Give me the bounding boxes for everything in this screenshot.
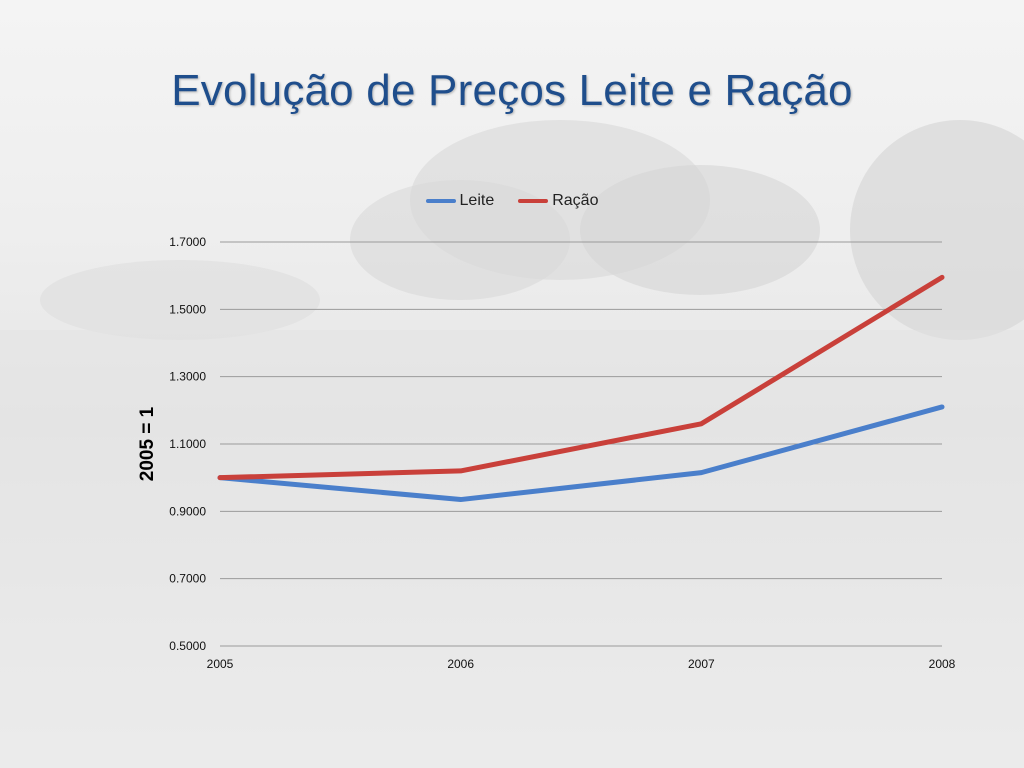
series-line-ração xyxy=(217,274,945,481)
legend-swatch-leite xyxy=(425,199,456,203)
y-tick-labels: 0.5000 0.7000 0.9000 1.1000 1.3000 1.5000 1.70… xyxy=(169,235,206,653)
y-tick-label: 0.7000 xyxy=(169,572,206,586)
x-tick-label: 2008 xyxy=(929,657,956,671)
legend-label-leite: Leite xyxy=(459,192,495,209)
y-tick-label: 0.9000 xyxy=(169,504,206,518)
x-tick-label: 2005 xyxy=(207,657,234,671)
y-tick-label: 1.7000 xyxy=(169,235,206,249)
x-tick-labels: 2005 2006 2007 2008 xyxy=(207,657,956,671)
slide-title: Evolução de Preços Leite e Ração xyxy=(171,66,853,115)
legend-item-leite: Leite xyxy=(425,192,495,210)
gridlines xyxy=(220,241,942,647)
y-tick-label: 1.1000 xyxy=(169,437,206,451)
legend-swatch-racao xyxy=(518,199,549,203)
series-line-leite xyxy=(217,404,945,503)
legend-item-racao: Ração xyxy=(518,192,598,210)
y-tick-label: 1.5000 xyxy=(169,302,206,316)
x-tick-label: 2007 xyxy=(688,657,715,671)
y-tick-label: 0.5000 xyxy=(169,639,206,653)
y-tick-label: 1.3000 xyxy=(169,370,206,384)
legend-label-racao: Ração xyxy=(552,192,599,209)
chart-legend: Leite Ração xyxy=(0,192,1024,210)
x-tick-label: 2006 xyxy=(447,657,474,671)
series-lines xyxy=(217,274,945,503)
